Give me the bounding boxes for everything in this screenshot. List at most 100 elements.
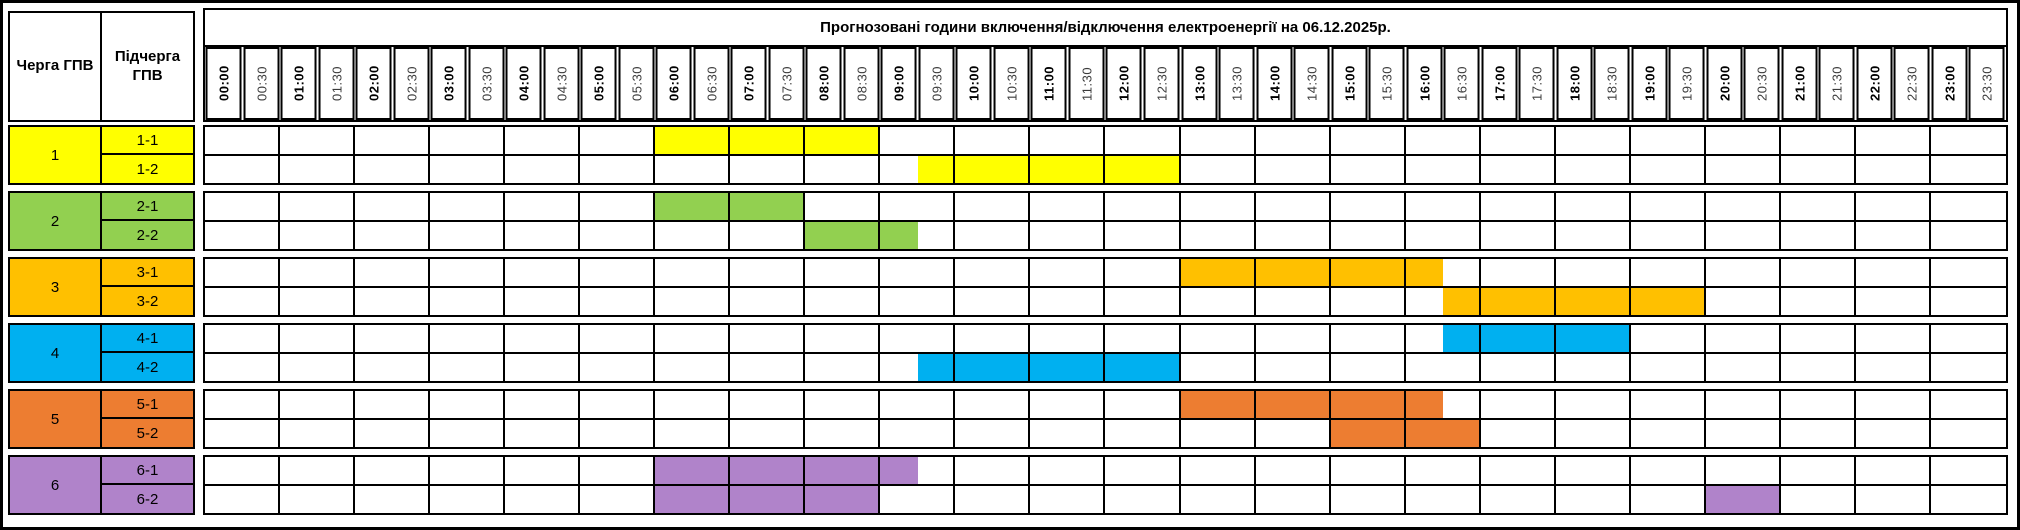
slot-cell (280, 193, 318, 220)
slot-cell (843, 325, 881, 352)
queue-block: 6 6-1 6-2 (8, 455, 195, 515)
slot-cell (955, 486, 993, 513)
queue-number-cell: 6 (10, 457, 102, 513)
slot-cell (1368, 222, 1406, 249)
slot-cell (618, 193, 656, 220)
slot-cell (1481, 156, 1519, 183)
slot-cell (1856, 486, 1894, 513)
slot-cell (1406, 156, 1444, 183)
slot-cell (205, 127, 243, 154)
time-slot-label: 17:00 (1481, 47, 1518, 120)
slot-cell (1931, 156, 1969, 183)
slot-cell (1781, 288, 1819, 315)
slot-cell (918, 222, 956, 249)
slot-cell (1518, 354, 1556, 381)
slot-cell (1781, 354, 1819, 381)
slot-cell (1293, 222, 1331, 249)
outage-cell (1293, 259, 1331, 286)
slot-cell (1368, 486, 1406, 513)
slot-cell (1030, 457, 1068, 484)
time-slot-label: 11:30 (1068, 47, 1105, 120)
slot-cell (1668, 222, 1706, 249)
row-header: Черга ГПВ Підчерга ГПВ (8, 11, 195, 122)
slot-cell (355, 457, 393, 484)
slot-cell (1443, 486, 1481, 513)
slot-cell (1706, 259, 1744, 286)
slot-cell (1556, 420, 1594, 447)
slot-cell (318, 325, 356, 352)
slot-cell (1743, 156, 1781, 183)
slot-cell (693, 156, 731, 183)
slot-cell (993, 325, 1031, 352)
slot-cell (655, 420, 693, 447)
slot-cell (993, 486, 1031, 513)
subqueue-label-cell: 2-1 (102, 193, 193, 221)
slot-cell (468, 354, 506, 381)
outage-cell (1180, 391, 1219, 418)
outage-cell (1030, 354, 1068, 381)
slot-cell (1293, 127, 1331, 154)
slot-cell (1781, 486, 1819, 513)
outage-cell (1143, 156, 1181, 183)
slot-cell (1818, 156, 1856, 183)
slot-cell (468, 156, 506, 183)
slot-cell (205, 325, 243, 352)
slot-cell (580, 391, 618, 418)
slot-cell (280, 259, 318, 286)
slot-cell (1631, 259, 1669, 286)
outage-cell (1480, 325, 1519, 352)
time-slot-labels: 00:00 00:30 01:00 01:30 02:00 02:30 03:00 03:30… (205, 47, 2006, 120)
slot-cell (1143, 222, 1181, 249)
slot-cell (1743, 222, 1781, 249)
slot-cell (655, 222, 693, 249)
time-slot-label: 12:00 (1106, 47, 1143, 120)
slot-cell (880, 259, 918, 286)
time-slot-label: 01:00 (281, 47, 317, 120)
slot-cell (1256, 420, 1294, 447)
slot-cell (955, 325, 993, 352)
timeline-block (203, 257, 2008, 317)
slot-cell (543, 156, 581, 183)
time-slot-label: 00:30 (243, 47, 280, 120)
slot-cell (355, 486, 393, 513)
subqueue-label-cell: 4-2 (136, 358, 159, 376)
slot-cell (1030, 259, 1068, 286)
outage-cell (1443, 288, 1481, 315)
slot-cell (355, 391, 393, 418)
slot-cell (918, 288, 956, 315)
slot-cell (1593, 391, 1631, 418)
subqueue-label-cell: 4-1 (102, 325, 193, 353)
timeline-block (203, 455, 2008, 515)
slot-cell (1893, 354, 1931, 381)
slot-cell (618, 354, 656, 381)
slot-cell (843, 193, 881, 220)
slot-cell (1368, 288, 1406, 315)
subqueue-label-cell: 5-1 (102, 391, 193, 419)
subqueue-label-cell: 6-1 (102, 457, 193, 485)
time-slot-label: 08:00 (806, 47, 842, 120)
slot-cell (1856, 222, 1894, 249)
slot-cell (243, 156, 281, 183)
slot-cell (1743, 288, 1781, 315)
slot-cell (1143, 486, 1181, 513)
slot-cell (843, 354, 881, 381)
slot-cell (1256, 486, 1294, 513)
outage-cell (842, 127, 881, 154)
slot-cell (1781, 391, 1819, 418)
slot-cell (1856, 156, 1894, 183)
slot-cell (730, 325, 768, 352)
slot-cell (243, 222, 281, 249)
slot-cell (1030, 222, 1068, 249)
slot-cell (205, 486, 243, 513)
timeline-block (203, 125, 2008, 185)
time-slot-label: 22:00 (1856, 47, 1893, 120)
slot-cell (243, 457, 281, 484)
slot-cell (880, 420, 918, 447)
slot-cell (468, 222, 506, 249)
slot-cell (243, 193, 281, 220)
slot-cell (1481, 259, 1519, 286)
outage-cell (805, 222, 843, 249)
slot-cell (1818, 222, 1856, 249)
slot-cell (1556, 156, 1594, 183)
time-slot-label: 09:00 (881, 47, 917, 120)
